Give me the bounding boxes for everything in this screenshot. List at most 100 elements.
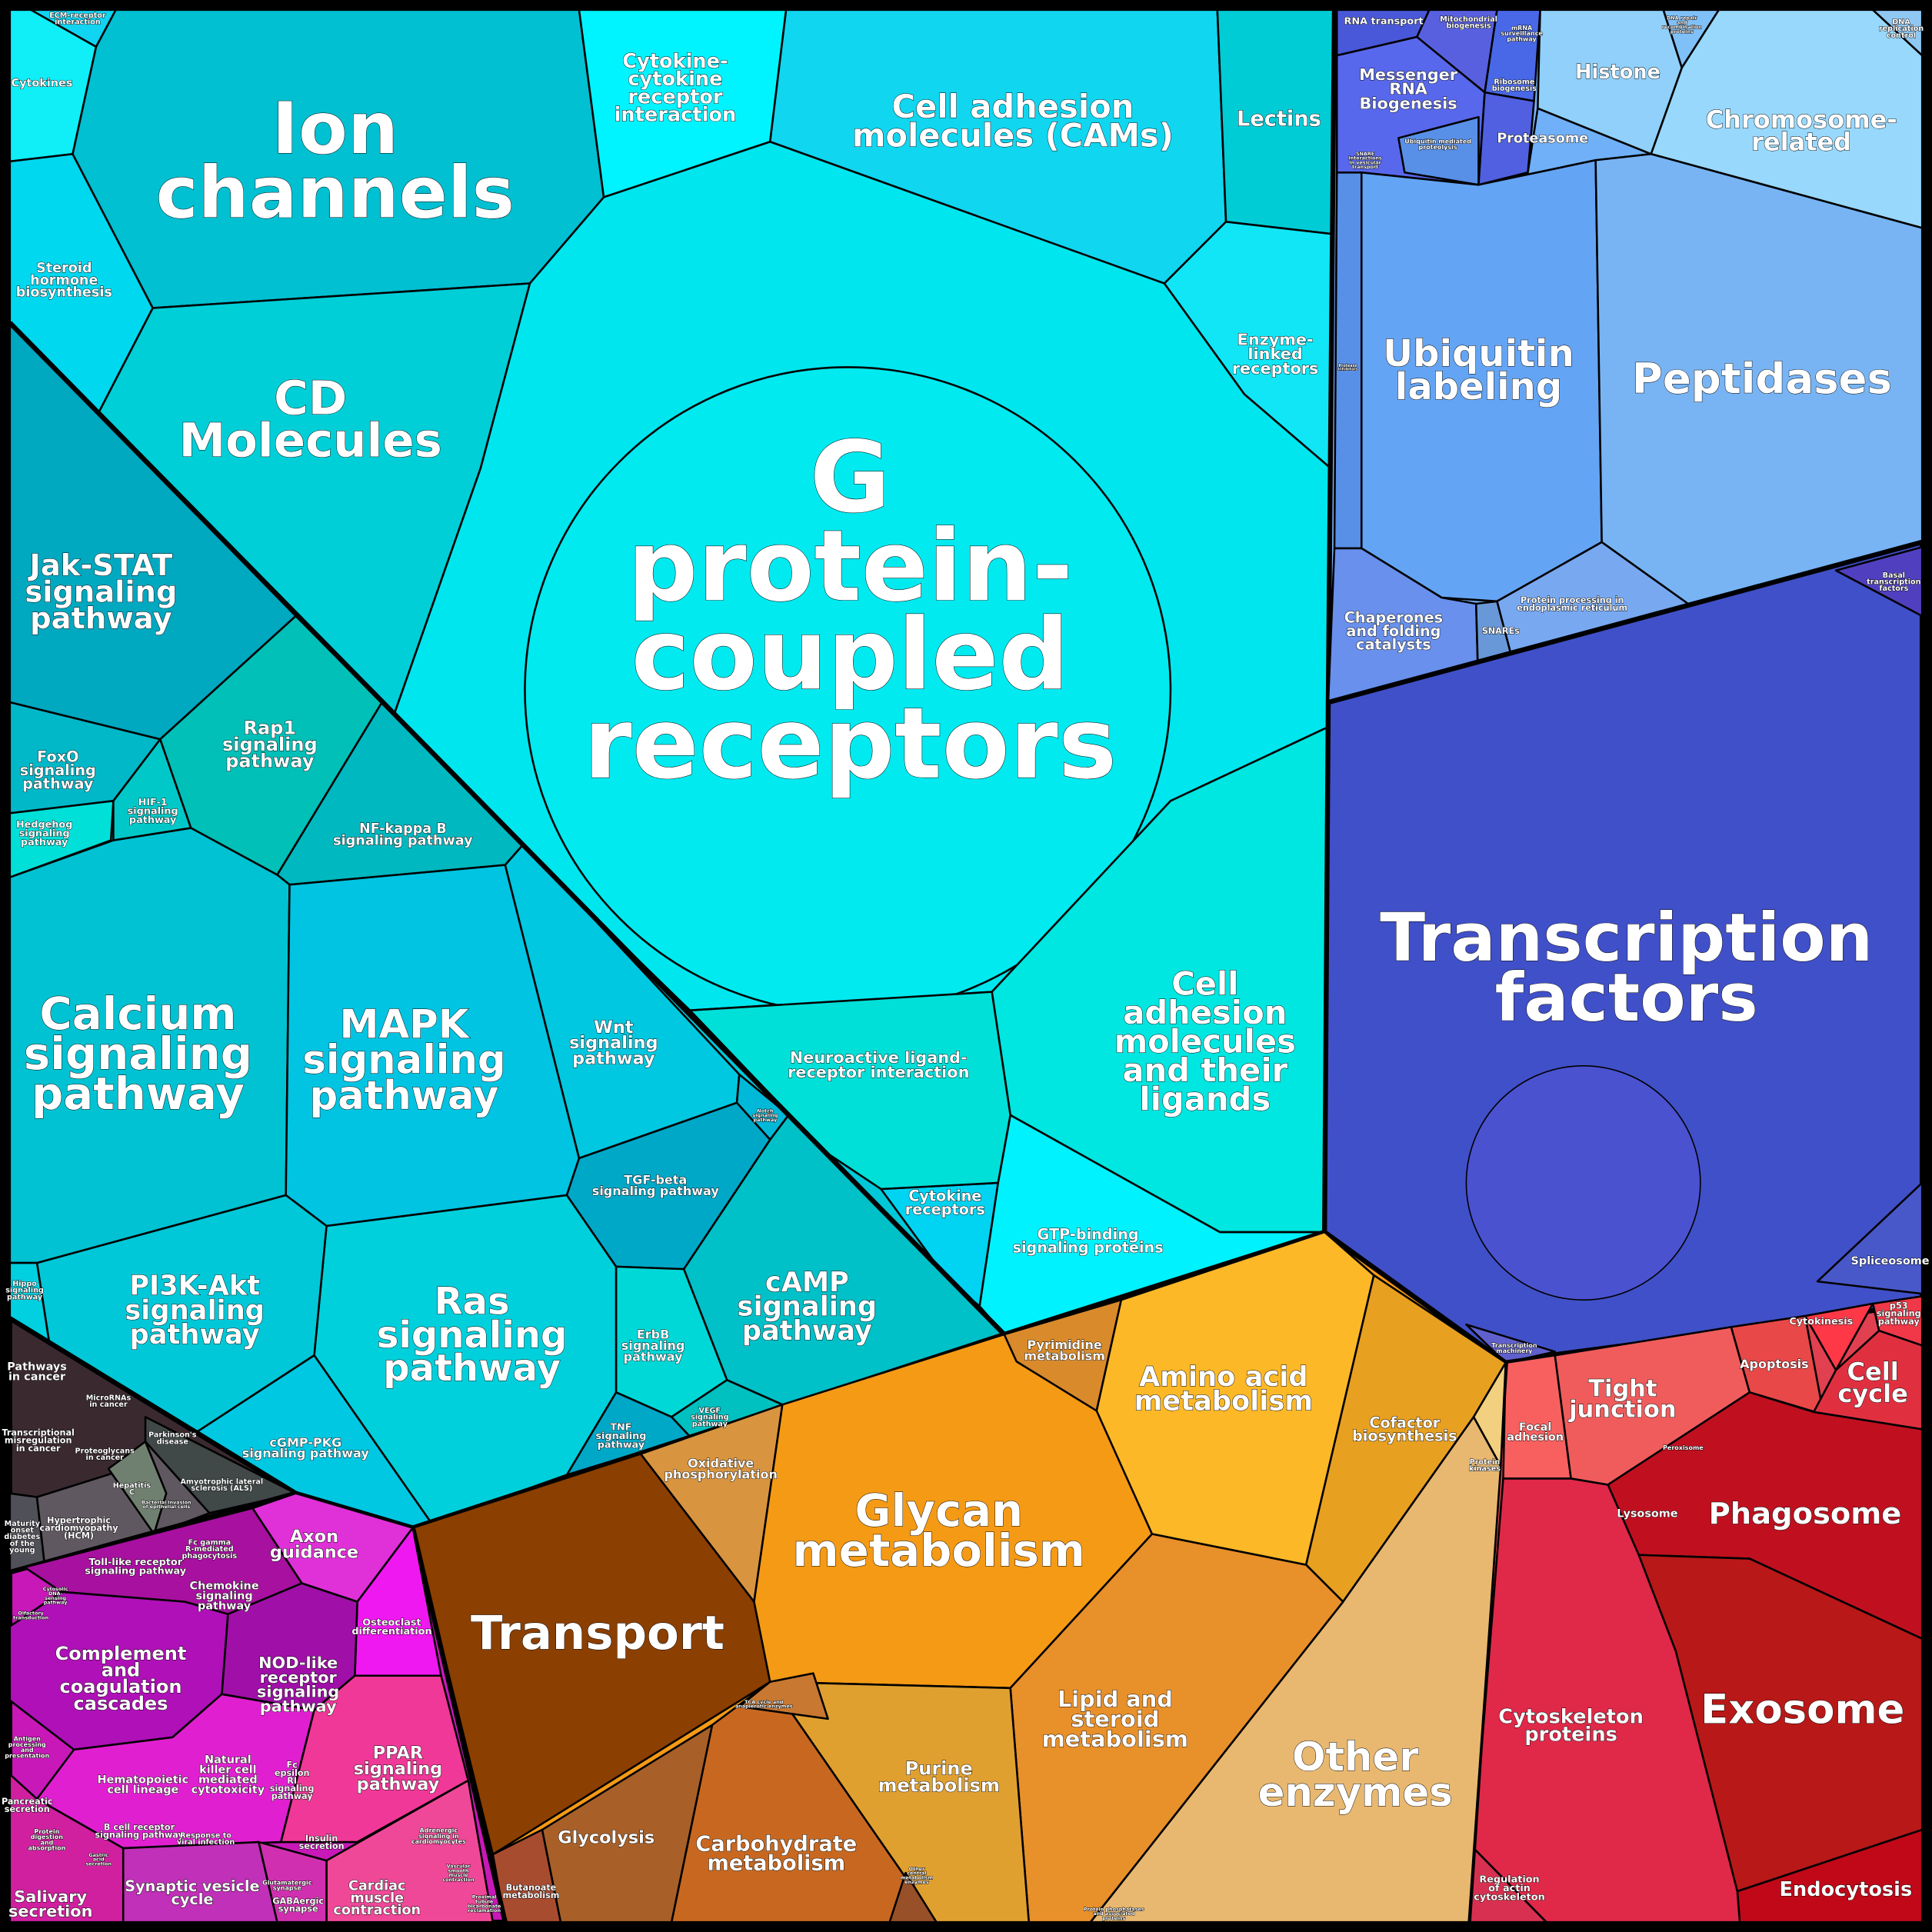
label-line: SNAREs bbox=[1482, 626, 1520, 636]
label-line: Cytokine- bbox=[622, 50, 728, 73]
label-line: and bbox=[102, 1660, 141, 1681]
label-line: Glutamatergic bbox=[262, 1879, 312, 1886]
label-line: Ribosome bbox=[1494, 78, 1535, 87]
label-line: signaling bbox=[125, 1294, 265, 1326]
label-other-enzymes: Other enzymes bbox=[1258, 1734, 1453, 1816]
region-protease-inh[interactable] bbox=[1333, 172, 1363, 550]
label-line: signaling bbox=[222, 734, 318, 755]
label-line: Ras bbox=[435, 1281, 510, 1324]
label-line: Apoptosis bbox=[1740, 1357, 1809, 1371]
label-line: Steroid bbox=[36, 261, 92, 276]
label-line: Messenger bbox=[1359, 65, 1458, 84]
label-line: and bbox=[21, 1747, 34, 1754]
region-cytokinesis[interactable] bbox=[1804, 1302, 1874, 1371]
label-toll: Toll-like receptor signaling pathway bbox=[85, 1557, 186, 1577]
label-focal: Focal adhesion bbox=[1507, 1421, 1564, 1444]
label-line: surveillance bbox=[1501, 30, 1543, 37]
region-als[interactable] bbox=[144, 1416, 297, 1514]
label-steroid: Steroid hormone biosynthesis bbox=[16, 261, 112, 301]
label-cell-cycle: Cell cycle bbox=[1837, 1357, 1908, 1408]
label-lectins: Lectins bbox=[1237, 107, 1321, 131]
label-line: phagocytosis bbox=[182, 1552, 238, 1561]
region-basal[interactable] bbox=[1834, 546, 1924, 618]
label-line: pathway bbox=[1878, 1317, 1920, 1327]
label-line: interactions bbox=[1348, 155, 1382, 162]
label-line: in cancer bbox=[89, 1401, 128, 1409]
label-line: factors bbox=[1495, 960, 1758, 1037]
label-bcell: B cell receptor signaling pathway bbox=[95, 1823, 184, 1840]
label-rna-transport: RNA transport bbox=[1344, 16, 1424, 28]
region-salivary[interactable] bbox=[8, 1773, 125, 1924]
label-nod: NOD-like receptor signaling pathway bbox=[257, 1654, 339, 1715]
label-line: molecules bbox=[1114, 1022, 1296, 1060]
label-line: Vascular bbox=[447, 1864, 471, 1870]
label-line: pathway bbox=[1507, 35, 1537, 42]
label-line: bicarbonate bbox=[468, 1903, 501, 1909]
label-line: Molecules bbox=[179, 413, 442, 468]
label-mody: Maturity onset diabetes of the young bbox=[4, 1520, 40, 1555]
label-line: (HCM) bbox=[64, 1531, 94, 1541]
region-enzyme-linked[interactable] bbox=[1163, 221, 1334, 470]
region-cd[interactable] bbox=[97, 282, 531, 722]
label-snare-interactions: SNARE interactions in vesicular transport bbox=[1348, 151, 1382, 170]
label-line: signaling bbox=[195, 1591, 252, 1603]
label-line: of epithelial cells bbox=[142, 1504, 190, 1510]
label-line: proteins bbox=[1102, 1915, 1125, 1921]
label-hcm: Hypertrophic cardiomyopathy (HCM) bbox=[39, 1515, 118, 1541]
label-line: factors bbox=[1879, 585, 1908, 593]
label-mito: Mitochondrial biogenesis bbox=[1440, 15, 1497, 31]
region-spliceosome[interactable] bbox=[1816, 1181, 1924, 1295]
label-proximal: Proximal tubule bicarbonate reclamation bbox=[468, 1894, 501, 1914]
label-line: Mitochondrial bbox=[1440, 15, 1497, 24]
label-line: absorption bbox=[28, 1844, 65, 1851]
label-line: Gastric bbox=[88, 1852, 108, 1858]
label-line: cytotoxicity bbox=[192, 1784, 265, 1796]
label-proteasome: Proteasome bbox=[1497, 132, 1588, 147]
region-other-central[interactable] bbox=[888, 1871, 938, 1924]
label-cardiac: Cardiac muscle contraction bbox=[333, 1878, 421, 1918]
label-line: pathway bbox=[198, 1601, 251, 1613]
label-transport: Transport bbox=[471, 1606, 724, 1661]
label-line: misregulation bbox=[5, 1436, 72, 1446]
label-carb: Carbohydrate metabolism bbox=[695, 1833, 857, 1876]
label-line: Focal bbox=[1519, 1421, 1551, 1434]
label-line: channels bbox=[156, 152, 515, 235]
label-tf: Transcription factors bbox=[1380, 900, 1873, 1037]
label-hif: HIF-1 signaling pathway bbox=[128, 797, 178, 826]
label-line: secretion bbox=[299, 1841, 345, 1851]
region-cell-cycle[interactable] bbox=[1812, 1329, 1924, 1431]
label-cytosolic-dna: Cytosolic DNA-sensing pathway bbox=[43, 1586, 68, 1605]
label-vegf: VEGF signaling pathway bbox=[691, 1407, 729, 1428]
label-line: Complement bbox=[55, 1643, 187, 1664]
label-line: receptors bbox=[1232, 359, 1319, 378]
label-line: receptor bbox=[260, 1668, 338, 1687]
label-line: TNF bbox=[610, 1421, 631, 1433]
label-line: pathway bbox=[742, 1315, 872, 1347]
label-line: receptors bbox=[905, 1201, 985, 1218]
region-tca[interactable] bbox=[738, 1672, 829, 1720]
label-line: Transcriptional bbox=[2, 1428, 74, 1438]
region-dna-replication[interactable] bbox=[1871, 8, 1924, 57]
label-line: Butanoate bbox=[506, 1883, 557, 1893]
label-line: Salivary bbox=[14, 1887, 87, 1906]
label-line: cGMP-PKG bbox=[269, 1435, 341, 1450]
label-line: Jak-STAT bbox=[28, 548, 173, 583]
label-line: metabolism bbox=[901, 1874, 934, 1880]
label-ubiquitin: Ubiquitin labeling bbox=[1383, 332, 1574, 408]
label-line: pathway bbox=[598, 1439, 645, 1451]
label-line: endoplasmic reticulum bbox=[1517, 603, 1627, 613]
label-gtp: GTP-binding signaling proteins bbox=[1013, 1225, 1164, 1256]
label-line: Histone bbox=[1575, 61, 1661, 84]
label-line: RI bbox=[287, 1776, 297, 1786]
region-gaba[interactable] bbox=[258, 1840, 328, 1924]
label-line: secretion bbox=[5, 1804, 50, 1814]
label-line: Response to bbox=[180, 1831, 232, 1840]
label-line: Ubiquitin mediated bbox=[1404, 138, 1471, 145]
label-line: recombination bbox=[1662, 24, 1703, 30]
label-olfactory: Olfactory transduction bbox=[13, 1611, 48, 1621]
label-tnf: TNF signaling pathway bbox=[595, 1421, 646, 1451]
label-line: Ubiquitin bbox=[1383, 332, 1574, 375]
label-line: transduction bbox=[13, 1614, 48, 1621]
label-ecm: ECM-receptor interaction bbox=[49, 12, 106, 27]
